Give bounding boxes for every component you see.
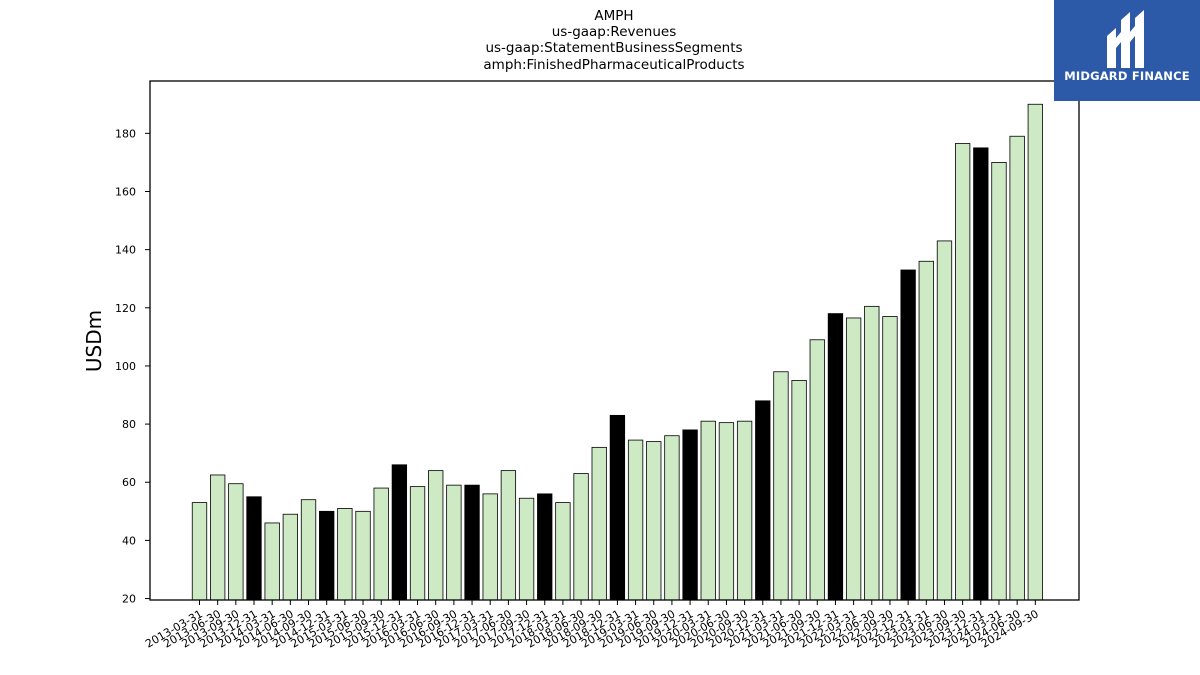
y-axis-label: USDm	[82, 310, 106, 372]
bar-2020-03-31	[700, 420, 716, 601]
bar-2023-09-30	[954, 143, 971, 601]
y-tick-label: 140	[115, 244, 136, 257]
bar-2020-12-31	[755, 400, 771, 601]
y-tick-label: 100	[115, 360, 136, 373]
bar-2019-03-31	[627, 439, 644, 601]
y-tick-label: 80	[122, 418, 136, 431]
bar-2020-09-30	[736, 420, 753, 601]
brand-name: MIDGARD FINANCE	[1064, 69, 1190, 83]
bar-2017-09-30	[518, 497, 535, 601]
bar-2021-03-31	[773, 371, 789, 601]
bar-2022-12-31	[900, 269, 916, 601]
bar-2016-03-31	[409, 486, 426, 601]
bar-2019-06-30	[646, 441, 662, 601]
y-tick-label: 120	[115, 302, 136, 315]
bar-2018-12-31	[609, 414, 626, 601]
y-tick-label: 40	[122, 534, 136, 547]
bar-2020-06-30	[718, 422, 735, 601]
y-tick-label: 160	[115, 185, 136, 198]
y-axis: 20 40 60 80 100 120 140 160 180	[115, 127, 150, 606]
bar-2015-12-31	[391, 464, 408, 601]
bar-2015-06-30	[355, 510, 371, 601]
y-tick-label: 60	[122, 476, 136, 489]
plot-frame	[149, 80, 1080, 601]
bar-2019-09-30	[664, 435, 680, 601]
bar-2015-03-31	[337, 508, 353, 601]
bar-2022-03-31	[845, 317, 862, 601]
bar-2018-06-30	[573, 473, 589, 601]
bar-2023-12-31	[973, 147, 989, 601]
bar-2013-03-31	[191, 502, 208, 601]
bar-2014-12-31	[319, 510, 335, 601]
bar-2024-03-31	[991, 162, 1007, 601]
bar-2013-09-30	[228, 483, 244, 601]
bar-2014-03-31	[264, 522, 280, 601]
bar-2019-12-31	[682, 429, 698, 601]
bar-2022-09-30	[882, 316, 898, 601]
bar-2022-06-30	[864, 305, 880, 601]
chart-title-block: AMPH us-gaap:Revenues us-gaap:StatementB…	[483, 8, 744, 73]
chart-title: AMPH	[594, 8, 633, 24]
brand-logo: MIDGARD FINANCE	[1054, 0, 1200, 101]
bar-2023-06-30	[936, 240, 953, 601]
bar-2013-12-31	[246, 496, 262, 601]
bar-2017-12-31	[537, 493, 553, 601]
bar-2021-12-31	[827, 313, 844, 601]
chart-subtitle-1: us-gaap:Revenues	[552, 24, 677, 40]
midgard-logo-icon	[1107, 10, 1144, 68]
bar-2013-06-30	[210, 474, 226, 601]
bar-2016-12-31	[464, 484, 480, 601]
bar-2017-06-30	[500, 470, 517, 601]
bar-2021-09-30	[809, 339, 825, 601]
bar-2018-09-30	[591, 446, 607, 601]
bar-2016-09-30	[446, 484, 462, 601]
y-tick-label: 20	[122, 593, 136, 606]
chart-subtitle-2: us-gaap:StatementBusinessSegments	[485, 40, 742, 56]
bar-2014-09-30	[300, 499, 317, 601]
bar-2018-03-31	[555, 502, 571, 601]
bar-2024-06-30	[1009, 135, 1025, 601]
bars-group	[191, 103, 1043, 601]
bar-2016-06-30	[428, 470, 444, 601]
x-axis: 2013-03-312013-06-302013-09-302013-12-31…	[143, 600, 1041, 651]
y-tick-label: 180	[115, 127, 136, 140]
bar-2017-03-31	[482, 493, 498, 601]
bar-2024-09-30	[1027, 103, 1043, 601]
chart-subtitle-3: amph:FinishedPharmaceuticalProducts	[483, 57, 744, 73]
bar-2015-09-30	[373, 487, 389, 601]
bar-2021-06-30	[791, 380, 807, 601]
bar-2023-03-31	[918, 260, 934, 601]
bar-2014-06-30	[282, 513, 299, 601]
